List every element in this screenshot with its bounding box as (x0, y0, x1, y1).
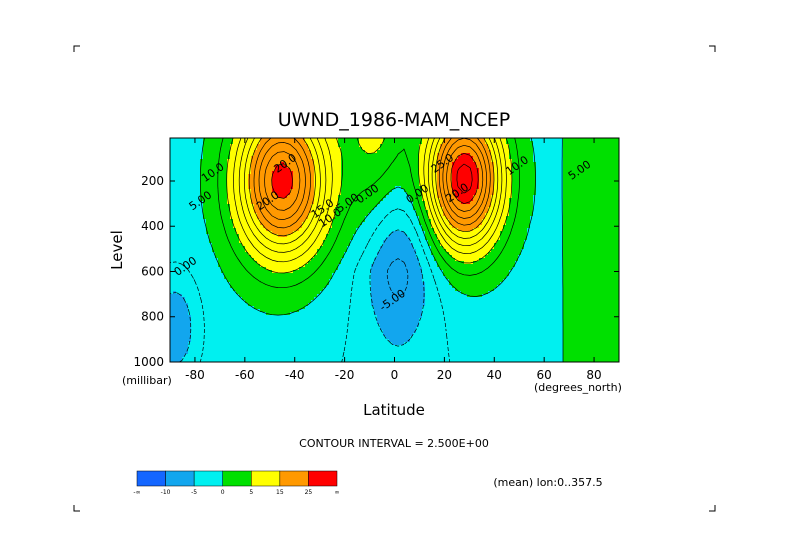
y-tick-label: 400 (141, 219, 164, 233)
contour-line (264, 144, 484, 212)
corner-marks (73, 45, 716, 512)
longitude-annotation: (mean) lon:0..357.5 (493, 476, 602, 489)
colorbar-label: 5 (249, 489, 253, 496)
y-tick-label: 800 (141, 310, 164, 324)
colorbar-label: 0 (221, 489, 225, 496)
contour-field (170, 138, 619, 362)
colorbar: -∞ -10 -5 0 5 15 25 ∞ (133, 470, 340, 496)
y-axis-units: (millibar) (122, 374, 172, 387)
colorbar-swatch (136, 470, 166, 487)
colorbar-label: -5 (191, 489, 197, 496)
colorbar-label: 25 (305, 489, 313, 496)
x-tick-label: 40 (487, 368, 502, 382)
x-tick-label: 20 (437, 368, 452, 382)
contour-line (258, 138, 487, 220)
colorbar-swatch (308, 470, 338, 487)
contour-line (248, 138, 495, 237)
contour-line (456, 163, 473, 194)
colorbar-swatch (165, 470, 195, 487)
contour-lines (170, 138, 564, 362)
x-axis-units: (degrees_north) (534, 381, 622, 394)
x-axis-label: Latitude (363, 401, 425, 419)
y-axis: 200 400 600 800 1000 (133, 174, 619, 369)
colorbar-swatch (251, 470, 281, 487)
contour-line (170, 208, 451, 362)
contour-line (226, 138, 513, 274)
contour-line (233, 138, 507, 263)
x-tick-label: -60 (235, 368, 255, 382)
y-tick-label: 200 (141, 174, 164, 188)
colorbar-label: -∞ (133, 489, 140, 496)
contour-line (217, 138, 520, 289)
x-tick-label: -40 (285, 368, 305, 382)
contour-line (253, 138, 491, 229)
y-tick-label: 1000 (133, 355, 164, 369)
x-tick-label: 0 (391, 368, 399, 382)
contour-line (170, 229, 425, 362)
colorbar-label: -10 (161, 489, 171, 496)
contour-line (271, 152, 479, 205)
colorbar-label: ∞ (335, 489, 340, 496)
contour-line (386, 258, 409, 297)
contour-interval-text: CONTOUR INTERVAL = 2.500E+00 (299, 437, 489, 450)
contour-line (243, 138, 499, 245)
x-tick-label: 60 (537, 368, 552, 382)
contour-line (200, 138, 564, 362)
x-tick-label: -20 (335, 368, 355, 382)
chart-title: UWND_1986-MAM_NCEP (278, 109, 510, 131)
x-tick-label: 80 (586, 368, 601, 382)
x-axis: -80 -60 -40 -20 0 20 40 60 80 (185, 138, 602, 382)
colorbar-swatch (279, 470, 309, 487)
contour-line (238, 138, 503, 253)
x-tick-label: -80 (185, 368, 205, 382)
colorbar-swatch (193, 470, 223, 487)
y-axis-label: Level (108, 230, 126, 270)
colorbar-swatch (222, 470, 252, 487)
colorbar-label: 15 (276, 489, 284, 496)
y-tick-label: 600 (141, 264, 164, 278)
